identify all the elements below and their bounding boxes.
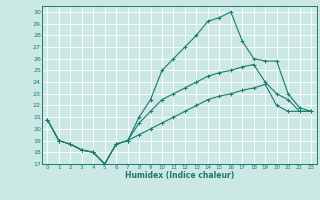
X-axis label: Humidex (Indice chaleur): Humidex (Indice chaleur) [124, 171, 234, 180]
